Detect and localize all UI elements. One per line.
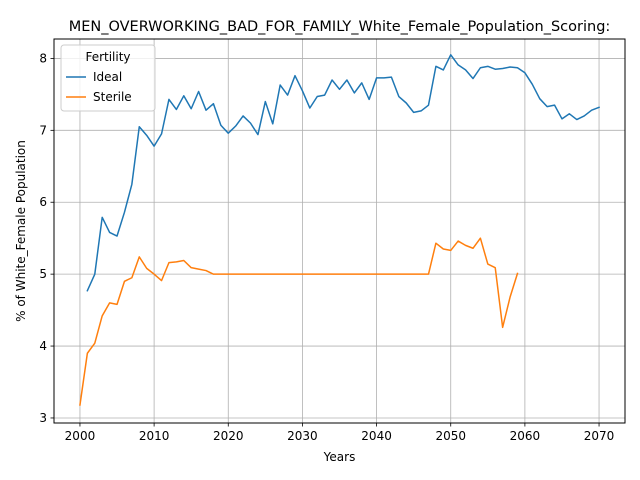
x-tick-label: 2070: [584, 429, 615, 443]
legend-title: Fertility: [85, 50, 130, 64]
legend-items: Ideal Sterile: [66, 70, 132, 104]
x-tick-label: 2030: [287, 429, 318, 443]
axis-ticks: 2000 2010 2020 2030 2040 2050 2060 2070 3 4 5 6 7 8: [39, 51, 614, 443]
chart-title: MEN_OVERWORKING_BAD_FOR_FAMILY_White_Fem…: [69, 19, 611, 35]
legend-label-ideal: Ideal: [93, 70, 122, 84]
series-line-sterile: [79, 237, 519, 406]
y-axis-label: % of White_Female Population: [14, 140, 28, 322]
x-tick-label: 2000: [65, 429, 96, 443]
legend: Fertility Ideal Sterile: [60, 44, 156, 112]
y-tick-label: 5: [39, 267, 47, 281]
x-tick-label: 2040: [361, 429, 392, 443]
x-tick-label: 2020: [213, 429, 244, 443]
x-axis-label: Years: [323, 450, 356, 464]
series-line-ideal: [86, 54, 601, 292]
y-tick-label: 7: [39, 123, 47, 137]
x-tick-label: 2010: [139, 429, 170, 443]
x-tick-label: 2060: [510, 429, 541, 443]
y-tick-label: 8: [39, 51, 47, 65]
y-tick-label: 4: [39, 339, 47, 353]
legend-label-sterile: Sterile: [93, 90, 132, 104]
x-tick-label: 2050: [435, 429, 466, 443]
series-lines: [79, 54, 601, 406]
plot-frame: [53, 38, 626, 424]
legend-box: [60, 44, 156, 112]
y-tick-label: 6: [39, 195, 47, 209]
y-tick-label: 3: [39, 411, 47, 425]
